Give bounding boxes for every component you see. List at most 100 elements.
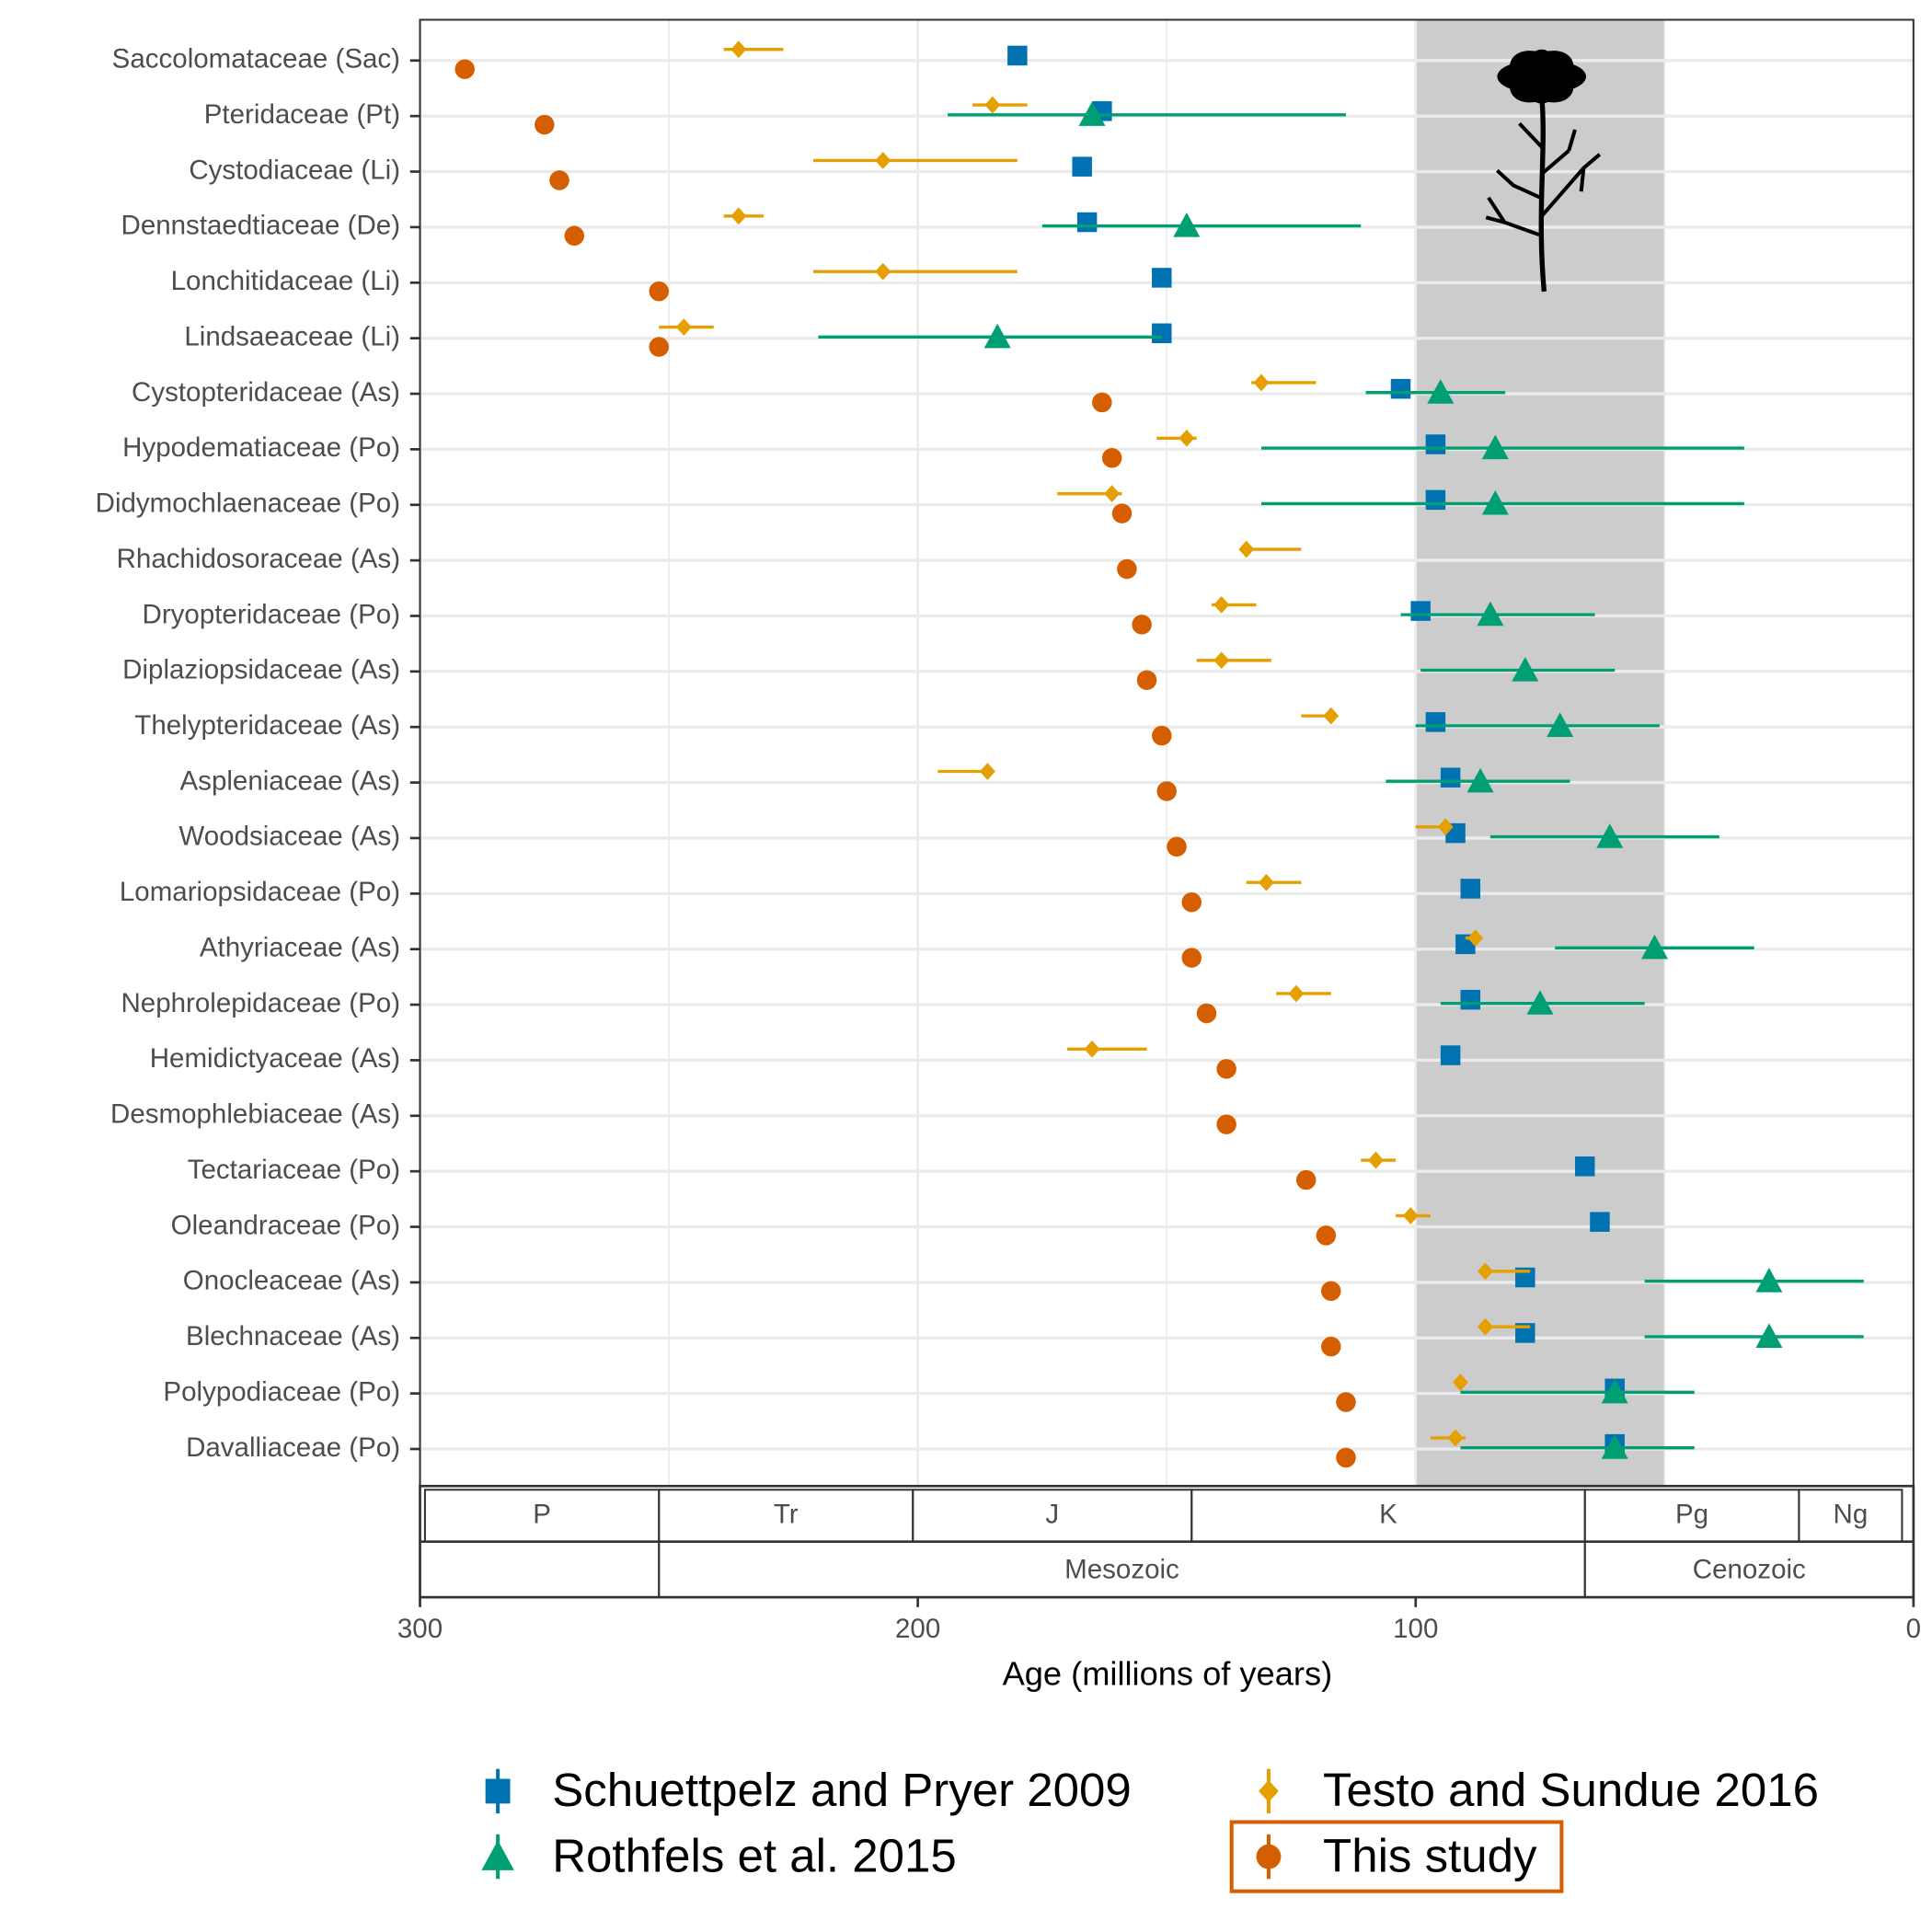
circle-marker — [1321, 1281, 1341, 1302]
y-tick-label: Lonchitidaceae (Li) — [171, 266, 400, 296]
y-tick-label: Athyriaceae (As) — [200, 932, 400, 962]
legend-label: Schuettpelz and Pryer 2009 — [552, 1764, 1132, 1816]
square-marker — [1460, 879, 1481, 899]
circle-marker — [1216, 1114, 1236, 1134]
legend-label: This study — [1323, 1829, 1537, 1881]
y-tick-label: Diplaziopsidaceae (As) — [122, 655, 400, 685]
x-tick-label: 0 — [1906, 1614, 1921, 1644]
era-box — [1583, 1540, 1915, 1599]
y-tick-label: Woodsiaceae (As) — [178, 822, 400, 852]
era-label: Cenozoic — [1693, 1555, 1806, 1585]
square-marker — [1440, 767, 1461, 788]
period-label: Pg — [1675, 1499, 1708, 1529]
period-label: Ng — [1834, 1499, 1869, 1529]
square-marker — [1425, 434, 1446, 454]
circle-marker — [1256, 1844, 1282, 1869]
flower-silhouette — [1485, 49, 1602, 293]
y-tick-label: Hypodematiaceae (Po) — [122, 432, 400, 463]
diamond-marker — [730, 40, 747, 59]
circle-marker — [1181, 891, 1202, 913]
diamond-marker — [1238, 540, 1255, 558]
y-tick-label: Dryopteridaceae (Po) — [143, 599, 401, 629]
y-tick-label: Polypodiaceae (Po) — [163, 1376, 400, 1407]
triangle-marker — [1078, 101, 1106, 126]
square-marker — [1574, 1156, 1595, 1177]
y-tick-label: Hemidictyaceae (As) — [150, 1043, 400, 1074]
y-tick-label: Tectariaceae (Po) — [188, 1155, 400, 1185]
triangle-marker — [1755, 1268, 1783, 1293]
square-marker — [1425, 489, 1446, 511]
square-marker — [1390, 378, 1411, 399]
square-marker — [1590, 1212, 1610, 1232]
circle-marker — [1336, 1447, 1356, 1468]
diamond-marker — [875, 262, 891, 281]
diamond-marker — [1323, 707, 1340, 725]
circle-marker — [1321, 1336, 1341, 1357]
circle-marker — [1156, 781, 1177, 801]
y-tick-label: Nephrolepidaceae (Po) — [121, 988, 400, 1018]
circle-marker — [649, 281, 669, 302]
y-tick-label: Oleandraceae (Po) — [171, 1210, 400, 1240]
diamond-marker — [675, 318, 692, 336]
triangle-marker — [1481, 489, 1509, 515]
square-marker — [1152, 323, 1172, 344]
period-label: P — [533, 1499, 551, 1529]
diamond-marker — [1259, 1779, 1279, 1803]
triangle-marker — [1427, 379, 1455, 404]
square-marker — [1460, 989, 1481, 1010]
triangle-marker — [1173, 213, 1201, 237]
triangle-marker — [1601, 1434, 1628, 1459]
circle-marker — [1316, 1225, 1337, 1246]
triangle-marker — [983, 323, 1011, 349]
circle-marker — [649, 337, 669, 357]
circle-marker — [1295, 1169, 1317, 1190]
square-marker — [1425, 712, 1446, 732]
y-tick-label: Davalliaceae (Po) — [186, 1432, 400, 1463]
triangle-marker — [1547, 712, 1574, 737]
y-tick-label: Didymochlaenaceae (Po) — [96, 489, 400, 519]
square-marker — [1440, 1045, 1461, 1065]
y-tick-label: Thelypteridaceae (As) — [134, 710, 400, 741]
y-tick-label: Saccolomataceae (Sac) — [112, 44, 400, 75]
triangle-marker — [1477, 601, 1504, 627]
triangle-marker — [481, 1840, 514, 1870]
y-tick-label: Aspleniaceae (As) — [180, 765, 401, 796]
circle-marker — [454, 59, 475, 79]
y-tick-label: Lindsaeaceae (Li) — [184, 321, 400, 351]
triangle-marker — [1640, 934, 1668, 960]
diamond-marker — [979, 763, 995, 780]
x-tick-label: 300 — [397, 1614, 443, 1644]
y-tick-label: Onocleaceae (As) — [183, 1266, 400, 1296]
legend-item: This study — [1229, 1820, 1564, 1893]
circle-marker — [1196, 1003, 1217, 1024]
circle-marker — [1132, 615, 1152, 635]
circle-marker — [1336, 1392, 1356, 1412]
circle-marker — [1167, 836, 1187, 857]
y-tick-label: Cystopteridaceae (As) — [132, 377, 400, 408]
diamond-marker — [875, 152, 891, 169]
x-axis-title: Age (millions of years) — [1003, 1655, 1333, 1693]
square-marker — [1410, 601, 1431, 621]
circle-marker — [1216, 1059, 1236, 1079]
legend-highlight-box — [1229, 1820, 1564, 1893]
circle-marker — [535, 114, 555, 135]
circle-marker — [1181, 948, 1202, 968]
legend-item: Testo and Sundue 2016 — [1259, 1764, 1819, 1816]
y-tick-label: Desmophlebiaceae (As) — [110, 1099, 400, 1130]
period-label: J — [1045, 1499, 1059, 1529]
square-marker — [1007, 45, 1028, 66]
circle-marker — [1101, 448, 1122, 468]
circle-marker — [1136, 670, 1157, 690]
legend-label: Testo and Sundue 2016 — [1323, 1764, 1819, 1816]
diamond-marker — [1447, 1429, 1464, 1447]
legend-label: Rothfels et al. 2015 — [552, 1829, 957, 1881]
circle-marker — [549, 170, 569, 190]
triangle-marker — [1755, 1323, 1783, 1349]
diamond-marker — [1258, 873, 1274, 891]
circle-marker — [1117, 558, 1137, 580]
x-tick-label: 200 — [895, 1614, 940, 1644]
legend-item: Schuettpelz and Pryer 2009 — [485, 1764, 1132, 1816]
triangle-marker — [1466, 767, 1494, 793]
